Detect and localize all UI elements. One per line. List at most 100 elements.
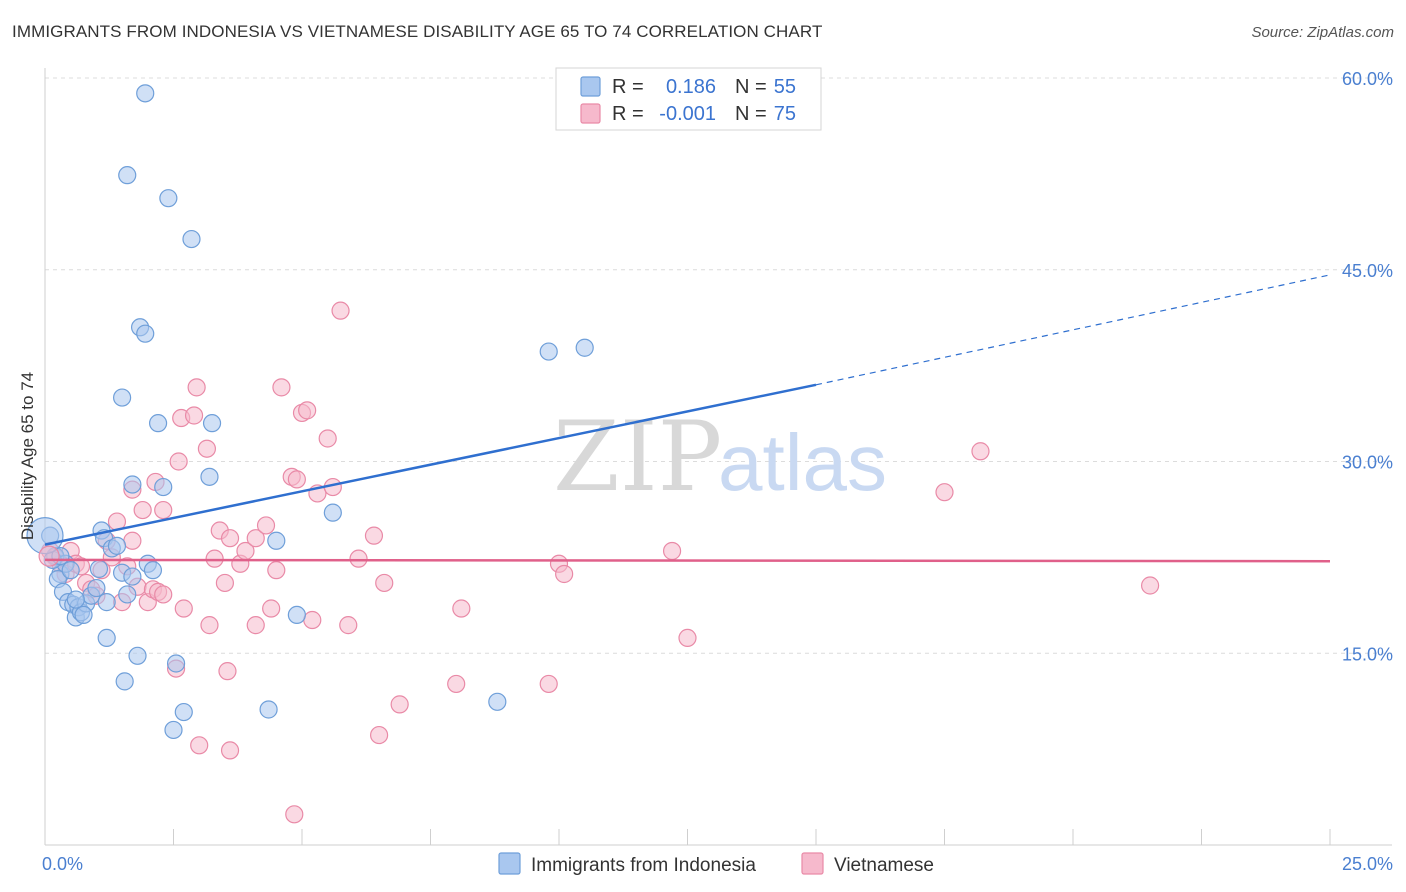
point-vietnamese (662, 541, 682, 561)
point-vietnamese-large (38, 545, 60, 567)
legend-r-label-vietnamese: R = (612, 103, 644, 125)
y-tick-label: 45.0% (1342, 261, 1393, 281)
point-vietnamese (339, 616, 358, 635)
legend-n-value-indonesia: 55 (774, 76, 796, 98)
y-tick-label: 15.0% (1342, 644, 1393, 664)
y-tick-label: 30.0% (1342, 453, 1393, 473)
trend-line-indonesia-extension (815, 274, 1331, 386)
y-tick-label: 60.0% (1342, 69, 1393, 89)
tick-labels: 15.0% 30.0% 45.0% 60.0% 0.0% 25.0% (42, 69, 1393, 874)
point-indonesia (74, 605, 93, 625)
point-vietnamese (331, 301, 350, 320)
point-vietnamese (272, 378, 291, 397)
point-vietnamese (200, 616, 219, 635)
point-indonesia (154, 477, 173, 497)
point-vietnamese (218, 662, 237, 681)
point-vietnamese (375, 573, 394, 593)
point-indonesia (182, 229, 201, 249)
watermark-atlas: atlas (718, 418, 887, 507)
point-indonesia (123, 475, 142, 494)
point-indonesia (136, 324, 155, 343)
bottom-legend-label-indonesia: Immigrants from Indonesia (531, 855, 756, 876)
point-indonesia (112, 388, 132, 407)
point-vietnamese (364, 526, 384, 545)
point-indonesia (143, 561, 163, 580)
point-vietnamese (123, 531, 142, 550)
point-indonesia (259, 700, 278, 719)
point-vietnamese (447, 674, 466, 694)
point-indonesia (118, 585, 137, 604)
grid (45, 77, 1392, 654)
bottom-legend-swatch-vietnamese (801, 852, 824, 875)
point-indonesia (66, 590, 85, 609)
point-vietnamese (285, 805, 304, 824)
point-vietnamese (215, 573, 234, 593)
point-indonesia (136, 84, 155, 103)
point-vietnamese (452, 599, 471, 618)
point-vietnamese (220, 741, 240, 760)
legend-n-label-indonesia: N = (735, 76, 767, 98)
point-vietnamese (169, 452, 188, 471)
chart-title: IMMIGRANTS FROM INDONESIA VS VIETNAMESE … (12, 22, 823, 41)
point-indonesia (200, 467, 219, 486)
legend: R = 0.186 N = 55 R = -0.001 N = 75 (555, 67, 822, 131)
point-indonesia (148, 414, 168, 433)
trend-line-vietnamese (44, 558, 1331, 563)
point-indonesia (202, 414, 222, 433)
point-indonesia (118, 166, 137, 185)
point-vietnamese (303, 610, 322, 630)
point-indonesia (97, 628, 116, 648)
point-indonesia (115, 672, 134, 691)
point-vietnamese (174, 599, 193, 618)
point-indonesia (164, 720, 183, 740)
watermark: ZIP atlas (553, 401, 887, 513)
point-vietnamese (539, 674, 558, 694)
point-vietnamese (246, 529, 265, 548)
point-indonesia (287, 605, 306, 625)
point-vietnamese (298, 401, 317, 420)
point-vietnamese (318, 429, 337, 448)
point-indonesia (323, 503, 342, 522)
legend-n-value-vietnamese: 75 (774, 103, 796, 125)
point-vietnamese (678, 628, 697, 648)
point-vietnamese (133, 500, 152, 520)
point-indonesia (174, 702, 193, 722)
point-vietnamese (190, 736, 209, 755)
point-vietnamese (154, 585, 173, 604)
point-vietnamese (184, 406, 204, 425)
point-vietnamese (205, 549, 224, 568)
point-indonesia (89, 559, 109, 578)
point-vietnamese (197, 439, 217, 458)
point-indonesia (539, 342, 558, 361)
point-vietnamese (154, 500, 173, 520)
legend-r-value-indonesia: 0.186 (666, 76, 716, 98)
legend-swatch-vietnamese (580, 103, 601, 124)
bottom-legend-label-vietnamese: Vietnamese (834, 855, 934, 876)
axes (44, 68, 1392, 846)
point-vietnamese (262, 599, 281, 618)
point-indonesia (267, 531, 286, 550)
point-vietnamese (390, 695, 409, 714)
point-indonesia (128, 646, 147, 665)
point-indonesia (166, 654, 186, 673)
watermark-zip: ZIP (553, 401, 722, 513)
point-vietnamese (971, 442, 990, 461)
x-tick-label: 0.0% (42, 854, 83, 874)
point-vietnamese (935, 483, 954, 502)
point-indonesia (61, 561, 80, 580)
point-indonesia (107, 536, 127, 555)
point-vietnamese (267, 561, 286, 580)
point-vietnamese (187, 378, 206, 397)
point-vietnamese (220, 529, 240, 548)
point-indonesia (87, 578, 106, 598)
legend-r-label-indonesia: R = (612, 76, 644, 98)
point-indonesia (488, 692, 507, 711)
point-indonesia (123, 567, 142, 586)
legend-r-value-vietnamese: -0.001 (659, 103, 716, 125)
trend-line-indonesia (44, 383, 817, 546)
point-vietnamese (349, 549, 368, 568)
point-vietnamese (370, 725, 389, 745)
source-label: Source: ZipAtlas.com (1251, 24, 1394, 41)
point-indonesia (575, 338, 594, 357)
